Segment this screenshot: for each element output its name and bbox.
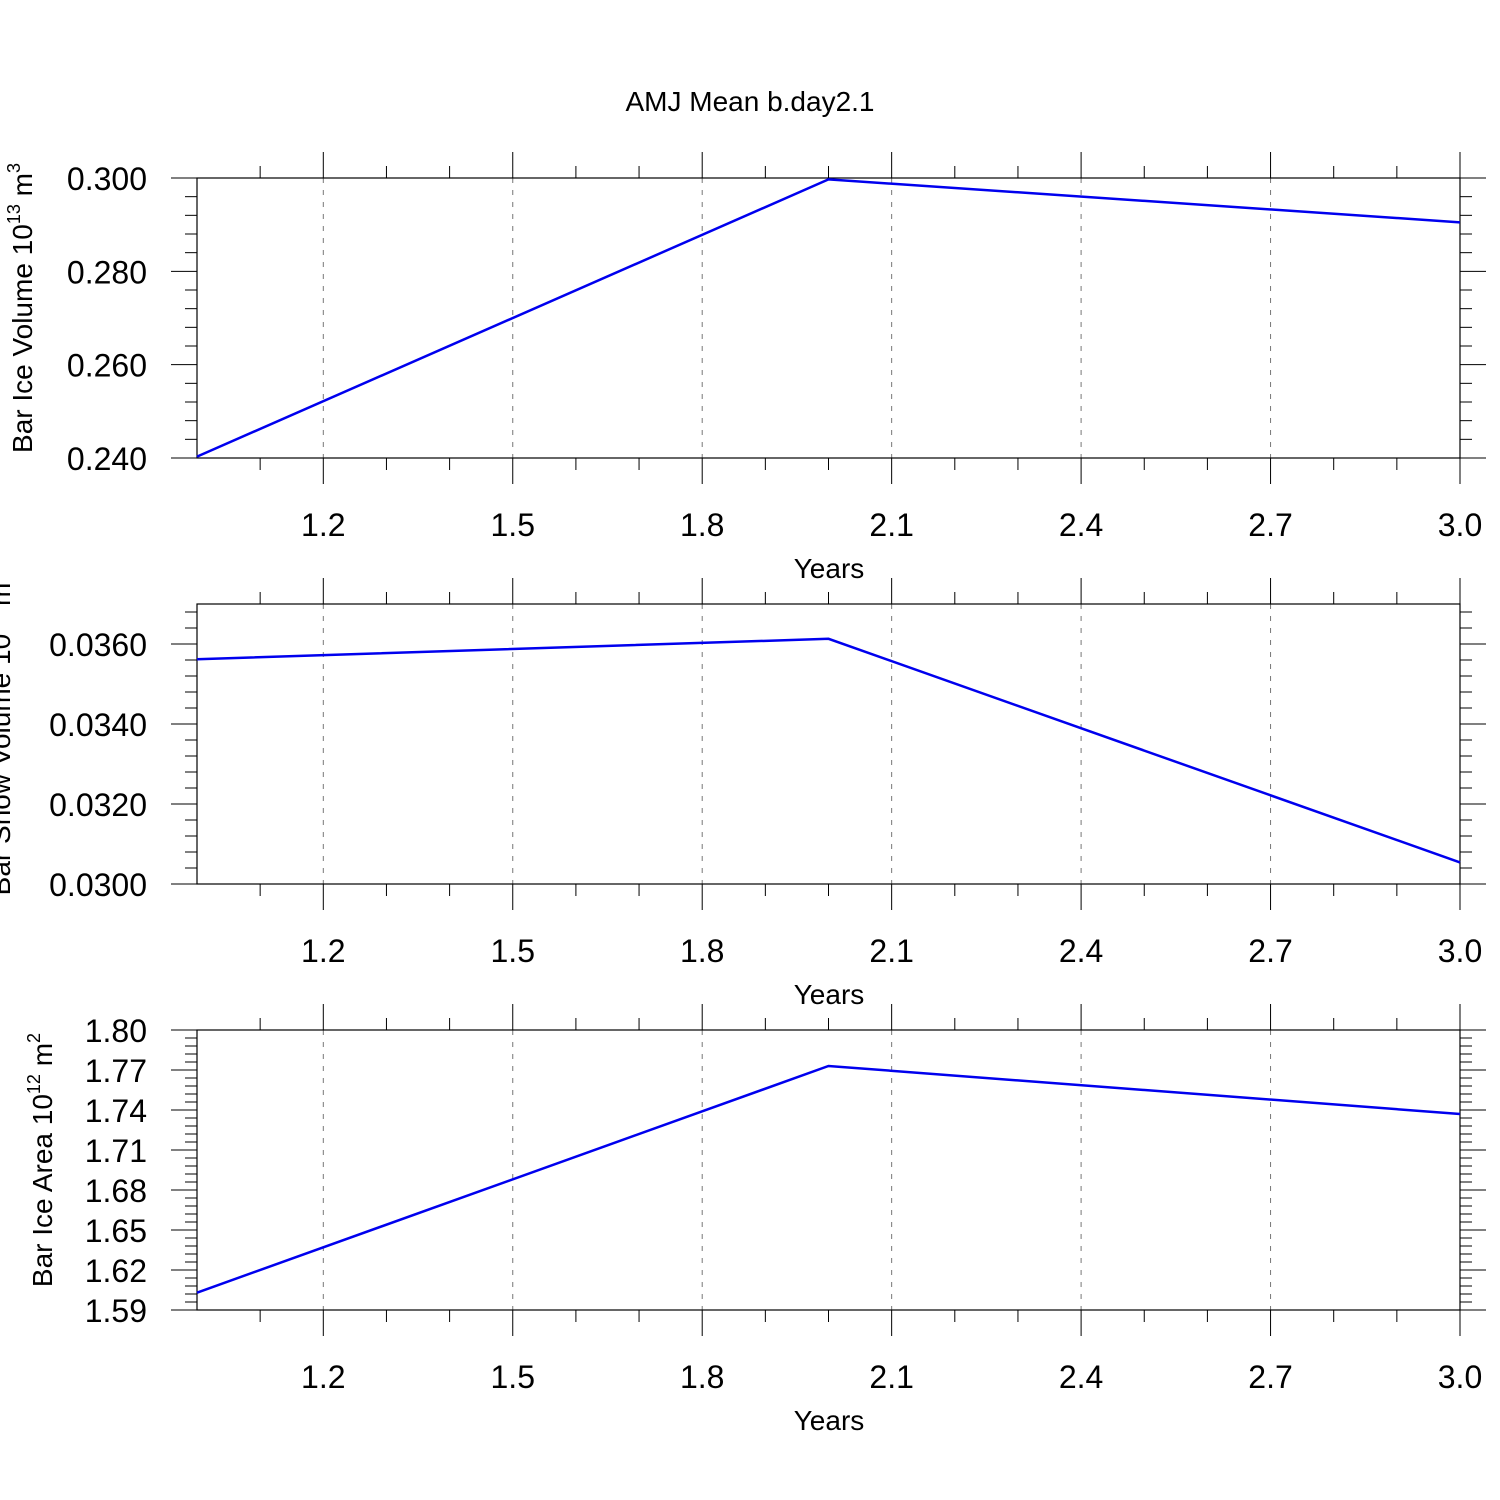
y-tick-label: 1.62 — [85, 1253, 147, 1289]
panel-3: 1.2 1.5 1.8 2.1 2.4 2.7 3.0 Years 1.59 1.62 1.65 1.… — [24, 1004, 1486, 1436]
y-tick-label: 0.0340 — [49, 707, 147, 743]
y-tick-label: 0.0360 — [49, 627, 147, 663]
y-tick-label: 0.260 — [67, 348, 147, 384]
x-tick-label: 1.5 — [491, 507, 535, 543]
x-axis-label: Years — [794, 553, 865, 584]
y-axis-label: Bar Snow Volume 1013 m3 — [0, 573, 16, 896]
y-tick-label: 0.0300 — [49, 867, 147, 903]
x-tick-label: 1.2 — [301, 933, 345, 969]
x-tick-label: 1.5 — [491, 1359, 535, 1395]
panel-2: 1.2 1.5 1.8 2.1 2.4 2.7 3.0 Years 0.0300 0.0320 0.… — [0, 573, 1486, 1010]
y-tick-label: 1.74 — [85, 1093, 147, 1129]
x-tick-label: 1.2 — [301, 1359, 345, 1395]
y-tick-label: 0.0320 — [49, 787, 147, 823]
x-tick-label: 1.8 — [680, 1359, 724, 1395]
x-tick-label: 2.4 — [1059, 1359, 1103, 1395]
y-tick-label: 1.65 — [85, 1213, 147, 1249]
x-axis-label: Years — [794, 1405, 865, 1436]
y-tick-label: 0.280 — [67, 254, 147, 290]
y-tick-label: 1.71 — [85, 1133, 147, 1169]
panel-1: 1.2 1.5 1.8 2.1 2.4 2.7 3.0 Years 0.240 0.260 0.28… — [4, 152, 1486, 584]
x-tick-label: 2.7 — [1248, 933, 1292, 969]
x-tick-label: 2.1 — [869, 507, 913, 543]
plot-frame — [196, 177, 1461, 459]
x-tick-label: 1.5 — [491, 933, 535, 969]
x-axis-label: Years — [794, 979, 865, 1010]
y-tick-label: 1.77 — [85, 1053, 147, 1089]
x-tick-label: 2.7 — [1248, 1359, 1292, 1395]
x-tick-label: 3.0 — [1438, 1359, 1482, 1395]
x-tick-label: 3.0 — [1438, 933, 1482, 969]
x-tick-label: 3.0 — [1438, 507, 1482, 543]
x-tick-label: 1.8 — [680, 507, 724, 543]
x-tick-label: 1.8 — [680, 933, 724, 969]
y-tick-label: 0.300 — [67, 161, 147, 197]
plot-frame — [196, 1029, 1461, 1311]
x-tick-label: 2.4 — [1059, 933, 1103, 969]
y-axis-label: Bar Ice Area 1012 m2 — [24, 1033, 58, 1287]
chart-title: AMJ Mean b.day2.1 — [625, 86, 875, 117]
x-tick-label: 2.1 — [869, 1359, 913, 1395]
y-axis-label: Bar Ice Volume 1013 m3 — [4, 163, 38, 453]
y-tick-label: 0.240 — [67, 441, 147, 477]
x-tick-label: 1.2 — [301, 507, 345, 543]
y-tick-label: 1.59 — [85, 1293, 147, 1329]
series-line — [196, 178, 1461, 458]
y-tick-label: 1.68 — [85, 1173, 147, 1209]
x-tick-label: 2.1 — [869, 933, 913, 969]
plot-frame — [196, 603, 1461, 885]
x-tick-label: 2.4 — [1059, 507, 1103, 543]
y-tick-label: 1.80 — [85, 1013, 147, 1049]
x-tick-label: 2.7 — [1248, 507, 1292, 543]
